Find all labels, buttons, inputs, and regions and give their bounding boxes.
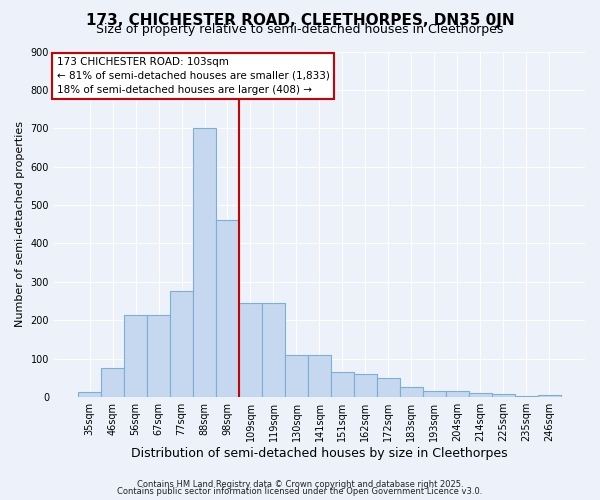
Bar	[377, 378, 400, 397]
Bar	[262, 303, 285, 397]
Bar	[170, 290, 193, 397]
Text: Size of property relative to semi-detached houses in Cleethorpes: Size of property relative to semi-detach…	[97, 24, 503, 36]
Bar	[308, 355, 331, 397]
Text: 173 CHICHESTER ROAD: 103sqm
← 81% of semi-detached houses are smaller (1,833)
18: 173 CHICHESTER ROAD: 103sqm ← 81% of sem…	[56, 56, 329, 94]
Bar	[492, 394, 515, 397]
Bar	[469, 393, 492, 397]
X-axis label: Distribution of semi-detached houses by size in Cleethorpes: Distribution of semi-detached houses by …	[131, 447, 508, 460]
Bar	[147, 314, 170, 397]
Bar	[101, 368, 124, 397]
Text: Contains public sector information licensed under the Open Government Licence v3: Contains public sector information licen…	[118, 487, 482, 496]
Bar	[400, 386, 423, 397]
Bar	[446, 391, 469, 397]
Bar	[354, 374, 377, 397]
Bar	[216, 220, 239, 397]
Bar	[239, 303, 262, 397]
Bar	[124, 316, 147, 397]
Bar	[193, 128, 216, 397]
Bar	[538, 395, 561, 397]
Y-axis label: Number of semi-detached properties: Number of semi-detached properties	[15, 122, 25, 328]
Bar	[285, 355, 308, 397]
Text: 173, CHICHESTER ROAD, CLEETHORPES, DN35 0JN: 173, CHICHESTER ROAD, CLEETHORPES, DN35 …	[86, 12, 514, 28]
Text: Contains HM Land Registry data © Crown copyright and database right 2025.: Contains HM Land Registry data © Crown c…	[137, 480, 463, 489]
Bar	[423, 390, 446, 397]
Bar	[515, 396, 538, 397]
Bar	[331, 372, 354, 397]
Bar	[78, 392, 101, 397]
